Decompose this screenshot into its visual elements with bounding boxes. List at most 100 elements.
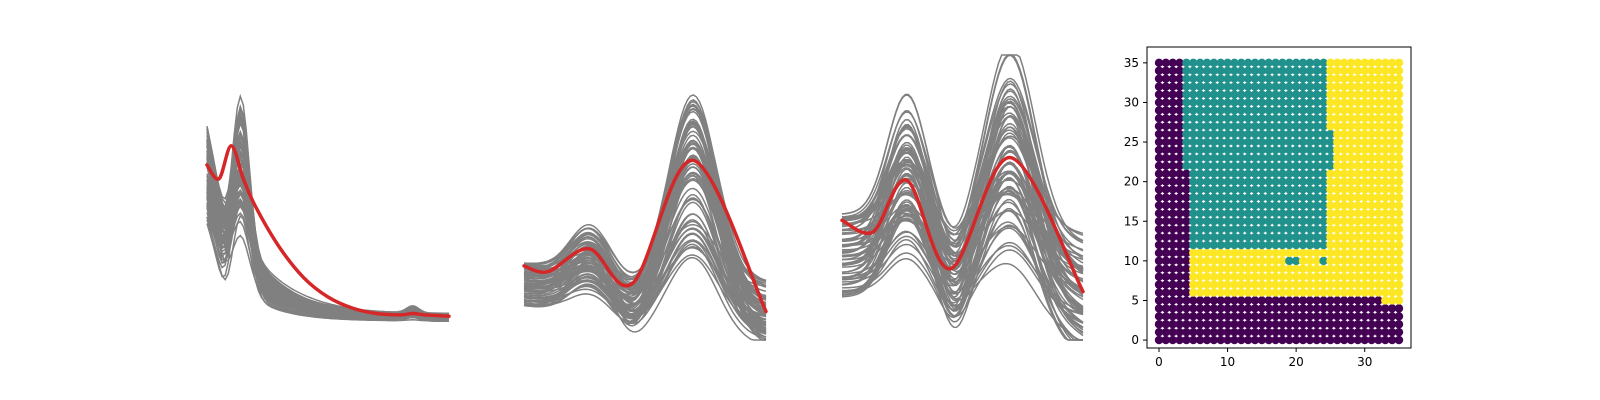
scatter-point (1312, 114, 1321, 123)
scatter-point (1278, 224, 1287, 234)
scatter-point (1271, 185, 1280, 194)
scatter-point (1346, 161, 1356, 171)
scatter-point (1182, 66, 1191, 75)
scatter-point (1223, 153, 1232, 163)
scatter-point (1333, 106, 1342, 115)
scatter-point (1182, 145, 1191, 155)
sample-curve (841, 207, 1083, 341)
scatter-point (1243, 232, 1253, 242)
scatter-point (1209, 201, 1219, 210)
scatter-point (1319, 177, 1328, 186)
scatter-point (1291, 90, 1301, 99)
scatter-point (1387, 145, 1397, 155)
scatter-point (1285, 201, 1294, 210)
scatter-point (1381, 240, 1390, 250)
scatter-point (1312, 66, 1321, 75)
scatter-point (1305, 185, 1315, 194)
scatter-point (1182, 240, 1191, 250)
scatter-point (1250, 114, 1260, 123)
scatter-point (1346, 137, 1356, 147)
scatter-point (1230, 66, 1239, 75)
scatter-point (1230, 129, 1239, 139)
scatter-point (1291, 296, 1301, 305)
scatter-point (1298, 320, 1308, 329)
scatter-point (1394, 312, 1404, 321)
scatter-point (1312, 304, 1321, 313)
scatter-point (1360, 209, 1369, 218)
scatter-point (1271, 177, 1280, 186)
scatter-point (1339, 66, 1349, 75)
scatter-point (1298, 327, 1308, 337)
scatter-point (1250, 312, 1260, 321)
scatter-point (1291, 98, 1301, 107)
scatter-point (1278, 129, 1287, 139)
scatter-point (1202, 106, 1212, 115)
scatter-point (1339, 201, 1349, 210)
scatter-point (1216, 177, 1225, 186)
scatter-point (1346, 264, 1356, 273)
scatter-point (1230, 137, 1239, 147)
scatter-point (1278, 98, 1287, 107)
scatter-point (1195, 201, 1205, 210)
scatter-point (1168, 177, 1177, 186)
scatter-point (1333, 296, 1342, 305)
scatter-point (1367, 129, 1376, 139)
scatter-point (1305, 74, 1315, 83)
scatter-point (1305, 335, 1315, 345)
scatter-point (1326, 74, 1335, 83)
scatter-point (1360, 256, 1369, 266)
scatter-point (1209, 90, 1219, 99)
scatter-point (1223, 122, 1232, 131)
scatter-point (1271, 327, 1280, 337)
scatter-point (1195, 224, 1205, 234)
scatter-point (1394, 106, 1404, 115)
scatter-point (1346, 193, 1356, 202)
scatter-point (1285, 312, 1294, 321)
scatter-point (1285, 320, 1294, 329)
scatter-point (1209, 248, 1219, 258)
scatter-point (1168, 74, 1177, 83)
scatter-point (1182, 272, 1191, 281)
scatter-point (1243, 335, 1253, 345)
scatter-point (1278, 288, 1287, 297)
scatter-point (1305, 129, 1315, 139)
scatter-point (1230, 272, 1239, 281)
scatter-point (1339, 335, 1349, 345)
scatter-point (1209, 193, 1219, 202)
scatter-point (1285, 177, 1294, 186)
scatter-point (1305, 217, 1315, 226)
scatter-point (1381, 232, 1390, 242)
scatter-point (1230, 185, 1239, 194)
scatter-point (1305, 272, 1315, 281)
scatter-point (1319, 161, 1328, 171)
scatter-point (1333, 82, 1342, 91)
scatter-point (1154, 137, 1164, 147)
scatter-point (1278, 169, 1287, 178)
scatter-point (1243, 201, 1253, 210)
scatter-point (1264, 106, 1273, 115)
scatter-point (1285, 264, 1294, 273)
scatter-point (1243, 185, 1253, 194)
scatter-point (1346, 169, 1356, 178)
scatter-point (1154, 169, 1164, 178)
scatter-point (1202, 248, 1212, 258)
scatter-point (1161, 288, 1171, 297)
scatter-point (1209, 106, 1219, 115)
scatter-point (1202, 320, 1212, 329)
scatter-point (1182, 74, 1191, 83)
scatter-point (1353, 256, 1363, 266)
x-tick-label: 20 (1289, 355, 1304, 369)
scatter-point (1264, 161, 1273, 171)
scatter-point (1285, 98, 1294, 107)
scatter-point (1278, 296, 1287, 305)
scatter-point (1230, 327, 1239, 337)
scatter-point (1264, 129, 1273, 139)
scatter-point (1298, 232, 1308, 242)
scatter-point (1353, 161, 1363, 171)
scatter-point (1250, 177, 1260, 186)
scatter-point (1257, 288, 1267, 297)
scatter-point (1387, 177, 1397, 186)
scatter-point (1182, 217, 1191, 226)
scatter-point (1243, 58, 1253, 68)
scatter-point (1195, 296, 1205, 305)
